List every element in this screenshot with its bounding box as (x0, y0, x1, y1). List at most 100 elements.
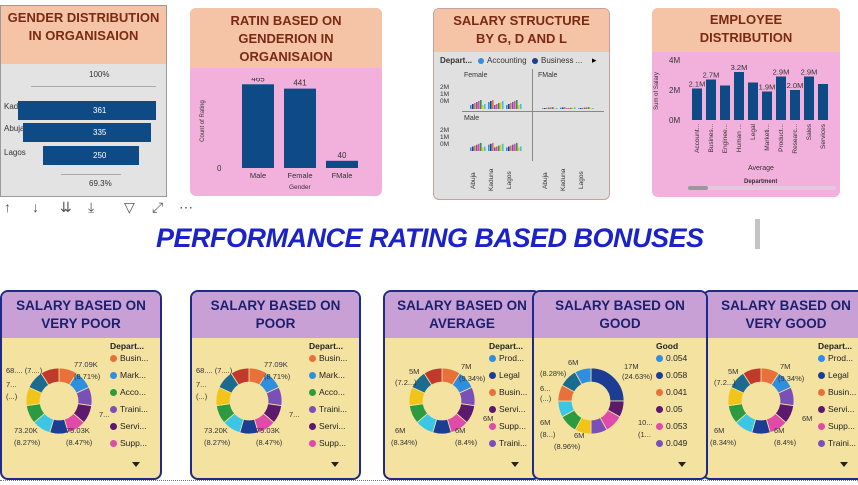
donut-data-label: 10... (638, 418, 653, 427)
arrow-down-icon[interactable]: ↓ (32, 199, 39, 215)
focus-mode-icon[interactable]: ⤢ (152, 199, 164, 215)
funnel-top-percent: 100% (89, 70, 110, 79)
salary-donut-card-5[interactable]: SALARY BASED ON VERY GOOD Depart... Prod.… (702, 290, 858, 480)
rating-by-gender-card[interactable]: RATIN BASED ON GENDERION IN ORGANISAION … (190, 8, 382, 196)
salary-donut-card-3[interactable]: SALARY BASED ON AVERAGE Depart... Prod...… (383, 290, 541, 480)
donut-data-label: 7... (99, 410, 110, 419)
rating-bar-value: 40 (338, 151, 347, 160)
donut-legend-item[interactable]: Traini... (309, 404, 347, 414)
donut-legend-item[interactable]: Mark... (309, 370, 345, 380)
chevron-down-icon[interactable] (511, 462, 519, 467)
donut-legend-item[interactable]: 0.049 (656, 438, 687, 448)
salary-donut-card-2[interactable]: SALARY BASED ON POOR Depart... Busin... M… (190, 290, 361, 480)
structure-mini-bar (474, 145, 476, 151)
donut-data-label: (8.96%) (554, 442, 581, 451)
donut-legend-title: Good (656, 341, 679, 351)
donut-data-label: (...) (6, 392, 18, 401)
employee-bar (790, 90, 800, 120)
employee-scrollbar[interactable] (688, 186, 836, 190)
donut-data-label: 6M (802, 414, 813, 423)
structure-xtick: Abuja (542, 172, 549, 189)
chevron-down-icon[interactable] (678, 462, 686, 467)
donut-legend-item[interactable]: 0.053 (656, 421, 687, 431)
employee-bar-value: 3.2M (731, 63, 748, 72)
donut-legend-item[interactable]: Busin... (309, 353, 347, 363)
donut-legend-item[interactable]: Acco... (309, 387, 345, 397)
employee-scrollbar-thumb[interactable] (688, 186, 708, 190)
donut-slice (574, 367, 592, 385)
donut-data-label: 7... (6, 380, 17, 389)
structure-mini-bar (490, 143, 492, 151)
legend-dot-icon (110, 372, 117, 379)
gender-distribution-card[interactable]: GENDER DISTRIBUTION IN ORGANISAION 100% … (0, 5, 167, 197)
expand-hierarchy-icon[interactable]: ⤓ (88, 199, 95, 215)
donut-legend-item[interactable]: Prod... (818, 353, 853, 363)
chevron-down-icon[interactable] (331, 462, 339, 467)
donut-legend-item[interactable]: Servi... (309, 421, 345, 431)
donut-legend-item[interactable]: Servi... (489, 404, 525, 414)
donut-legend-item[interactable]: 0.041 (656, 387, 687, 397)
employee-bar (748, 82, 758, 120)
structure-legend-label-business: Business ... (541, 56, 583, 65)
structure-mini-bar (578, 108, 580, 109)
rating-bar-value: 441 (293, 79, 307, 88)
legend-dot-icon (656, 406, 663, 413)
donut-legend-item[interactable]: Traini... (110, 404, 148, 414)
donut-slice (742, 367, 762, 386)
double-arrow-down-icon[interactable]: ⇊ (60, 199, 72, 215)
donut-legend-item[interactable]: Traini... (818, 438, 856, 448)
funnel-bar-lagos[interactable] (43, 146, 139, 165)
donut-legend-item[interactable]: Traini... (489, 438, 527, 448)
donut-chart (215, 367, 283, 435)
donut-data-label: 73.20K (204, 426, 228, 435)
donut-legend-item[interactable]: 0.058 (656, 370, 687, 380)
legend-dot-icon (489, 355, 496, 362)
employee-x-tick: Product... (778, 124, 785, 152)
salary-donut-card-4[interactable]: SALARY BASED ON GOOD Good 0.054 0.058 0.0… (532, 290, 708, 480)
donut-legend-item[interactable]: Supp... (489, 421, 526, 431)
funnel-label-abuja: Abuja (4, 124, 25, 133)
legend-dot-icon (489, 389, 496, 396)
donut-legend-item[interactable]: Supp... (309, 438, 346, 448)
chevron-down-icon[interactable] (840, 462, 848, 467)
donut-legend-item[interactable]: 0.054 (656, 353, 687, 363)
filter-icon[interactable]: ▽ (124, 199, 135, 215)
salary-structure-card[interactable]: SALARY STRUCTURE BY G, D AND L Depart...… (433, 8, 610, 200)
donut-legend-label: 0.041 (666, 387, 688, 397)
chevron-right-icon[interactable]: ▸ (592, 55, 597, 65)
donut-legend-item[interactable]: Servi... (110, 421, 146, 431)
donut-legend-item[interactable]: Supp... (818, 421, 855, 431)
donut-legend-item[interactable]: Busin... (489, 387, 527, 397)
donut-legend-item[interactable]: Busin... (110, 353, 148, 363)
chevron-down-icon[interactable] (132, 462, 140, 467)
donut-card-title: SALARY BASED ON VERY POOR (2, 292, 160, 338)
donut-legend-label: Acco... (120, 387, 146, 397)
arrow-up-icon[interactable]: ↑ (4, 199, 11, 215)
donut-legend-item[interactable]: 0.05 (656, 404, 683, 414)
structure-mini-bar (480, 100, 482, 109)
employee-average-label: Average (748, 165, 774, 172)
donut-legend-label: Servi... (499, 404, 526, 414)
donut-card-title: SALARY BASED ON VERY GOOD (704, 292, 858, 338)
donut-legend-item[interactable]: Prod... (489, 353, 524, 363)
donut-legend-item[interactable]: Legal (818, 370, 849, 380)
donut-legend-item[interactable]: Acco... (110, 387, 146, 397)
donut-legend-item[interactable]: Mark... (110, 370, 146, 380)
donut-card-title: SALARY BASED ON GOOD (534, 292, 706, 338)
more-options-icon[interactable]: ⋯ (179, 199, 193, 215)
donut-legend-item[interactable]: Supp... (110, 438, 147, 448)
funnel-bar-abuja[interactable] (23, 123, 151, 142)
structure-mini-bar (470, 147, 472, 151)
structure-mini-bar (570, 107, 572, 109)
donut-legend-label: Servi... (828, 404, 855, 414)
scroll-indicator[interactable] (755, 219, 760, 249)
salary-donut-card-1[interactable]: SALARY BASED ON VERY POOR Depart... Busin… (0, 290, 162, 480)
funnel-bottom-percent: 69.3% (89, 179, 112, 188)
structure-mini-bar (472, 104, 474, 109)
donut-legend-item[interactable]: Servi... (818, 404, 854, 414)
donut-legend-item[interactable]: Legal (489, 370, 520, 380)
employee-distribution-card[interactable]: EMPLOYEE DISTRIBUTION Sum of Salary 4M 2… (652, 8, 840, 197)
donut-legend-item[interactable]: Busin... (818, 387, 856, 397)
structure-mini-bar (560, 107, 562, 109)
funnel-bar-kaduna[interactable] (18, 101, 156, 120)
